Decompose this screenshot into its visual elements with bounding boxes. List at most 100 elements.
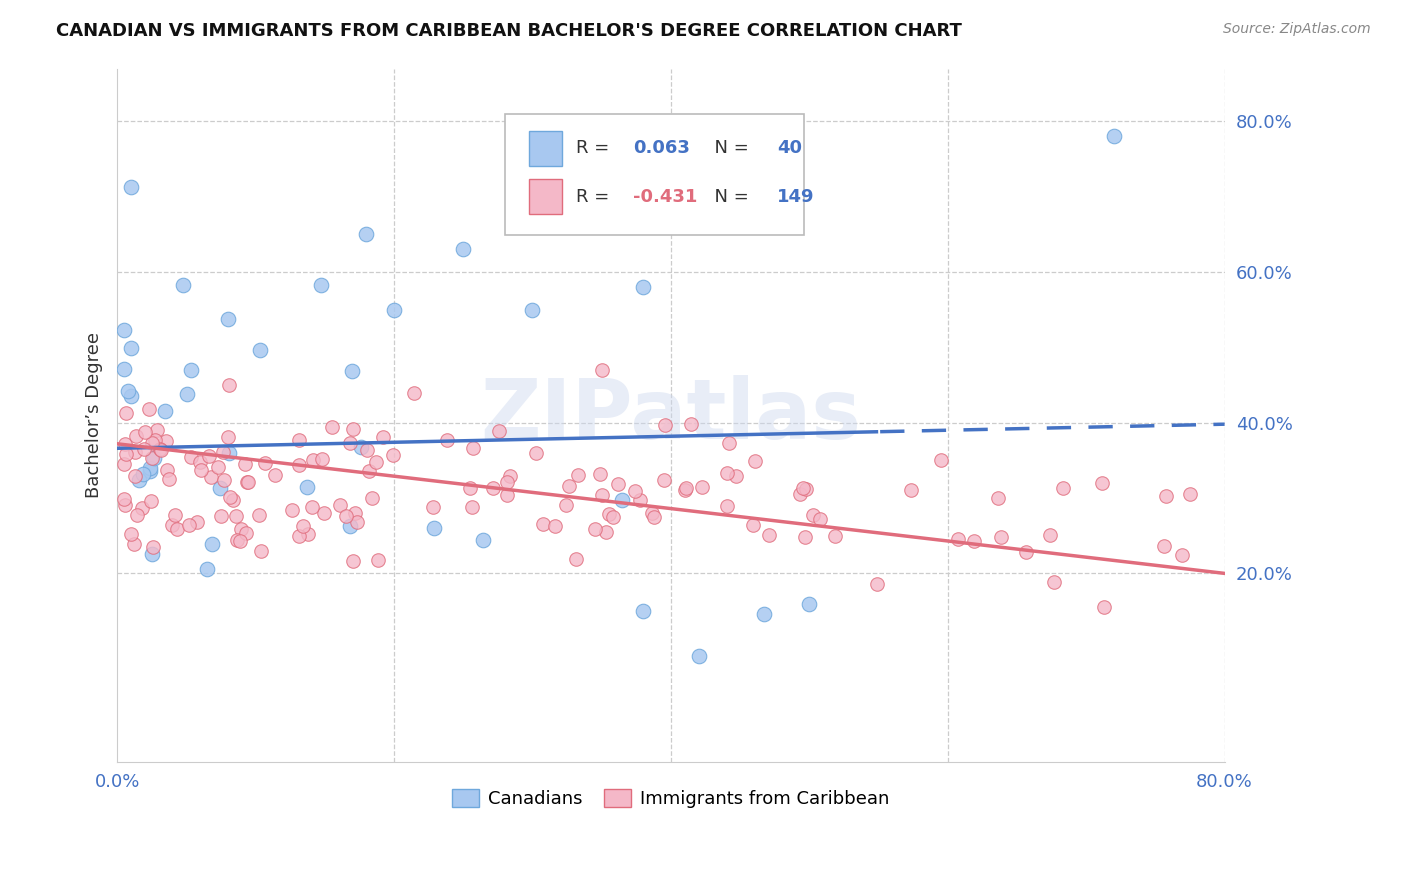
Point — [718, 435, 741, 450]
Point — [236, 475, 259, 489]
Point — [212, 445, 235, 459]
Point — [329, 498, 352, 512]
Point — [229, 522, 252, 536]
Point — [302, 452, 325, 467]
Point — [339, 436, 361, 450]
Point — [1102, 129, 1125, 144]
Point — [716, 467, 738, 481]
Point — [190, 463, 212, 477]
Point — [724, 469, 747, 483]
Point — [335, 509, 357, 524]
Point — [297, 480, 319, 494]
Text: -0.431: -0.431 — [633, 187, 697, 206]
Point — [155, 434, 177, 449]
Point — [124, 444, 146, 458]
Point — [143, 433, 166, 447]
Point — [312, 506, 335, 520]
Point — [690, 480, 713, 494]
Point — [226, 533, 249, 548]
Point — [218, 378, 240, 392]
Point — [141, 450, 163, 465]
FancyBboxPatch shape — [529, 131, 562, 166]
Point — [496, 487, 519, 501]
Point — [436, 433, 458, 447]
Point — [1170, 548, 1192, 562]
Point — [555, 498, 578, 512]
Point — [124, 469, 146, 483]
Y-axis label: Bachelor’s Degree: Bachelor’s Degree — [86, 332, 103, 498]
Point — [423, 521, 446, 535]
Point — [125, 429, 148, 443]
Point — [366, 455, 388, 469]
Point — [591, 488, 613, 502]
Point — [654, 418, 676, 433]
Point — [929, 453, 952, 467]
Point — [461, 441, 484, 455]
Point — [120, 341, 142, 355]
Text: R =: R = — [575, 187, 614, 206]
Point — [128, 473, 150, 487]
Point — [288, 529, 311, 543]
Point — [149, 442, 172, 457]
Point — [900, 483, 922, 497]
Point — [112, 457, 135, 471]
Point — [112, 361, 135, 376]
Point — [607, 476, 630, 491]
Text: N =: N = — [703, 139, 755, 157]
Point — [301, 500, 323, 515]
Point — [688, 649, 710, 664]
Point — [346, 515, 368, 529]
Text: 0.063: 0.063 — [633, 139, 690, 157]
Text: N =: N = — [703, 187, 755, 206]
Point — [624, 484, 647, 499]
Point — [340, 364, 363, 378]
Point — [120, 389, 142, 403]
Point — [112, 492, 135, 507]
Point — [643, 509, 665, 524]
Point — [792, 481, 814, 495]
Point — [631, 604, 654, 618]
Point — [114, 437, 136, 451]
Point — [987, 491, 1010, 505]
Point — [219, 490, 242, 504]
Point — [631, 280, 654, 294]
Point — [1014, 544, 1036, 558]
Point — [404, 385, 426, 400]
Point — [141, 547, 163, 561]
Point — [188, 455, 211, 469]
Point — [808, 512, 831, 526]
Point — [460, 481, 482, 495]
Point — [422, 500, 444, 514]
Point — [288, 458, 311, 472]
Text: 149: 149 — [778, 187, 814, 206]
Point — [225, 508, 247, 523]
Point — [209, 481, 232, 495]
Point — [218, 446, 240, 460]
Point — [146, 423, 169, 437]
Point — [281, 502, 304, 516]
Point — [160, 517, 183, 532]
Point — [1043, 575, 1066, 590]
Point — [652, 473, 675, 487]
Point — [359, 464, 381, 478]
Point — [524, 446, 547, 460]
Point — [558, 479, 581, 493]
Point — [163, 508, 186, 522]
Point — [186, 516, 208, 530]
Point — [1039, 527, 1062, 541]
Point — [544, 519, 567, 533]
Point — [565, 551, 588, 566]
Point — [115, 406, 138, 420]
Point — [799, 597, 821, 611]
Point — [356, 443, 378, 458]
Point — [794, 482, 817, 496]
Point — [591, 363, 613, 377]
Point — [472, 533, 495, 547]
Point — [356, 227, 378, 242]
Point — [166, 522, 188, 536]
Point — [382, 302, 405, 317]
Point — [339, 518, 361, 533]
Point — [143, 450, 166, 465]
Point — [495, 475, 517, 489]
Point — [1091, 476, 1114, 491]
